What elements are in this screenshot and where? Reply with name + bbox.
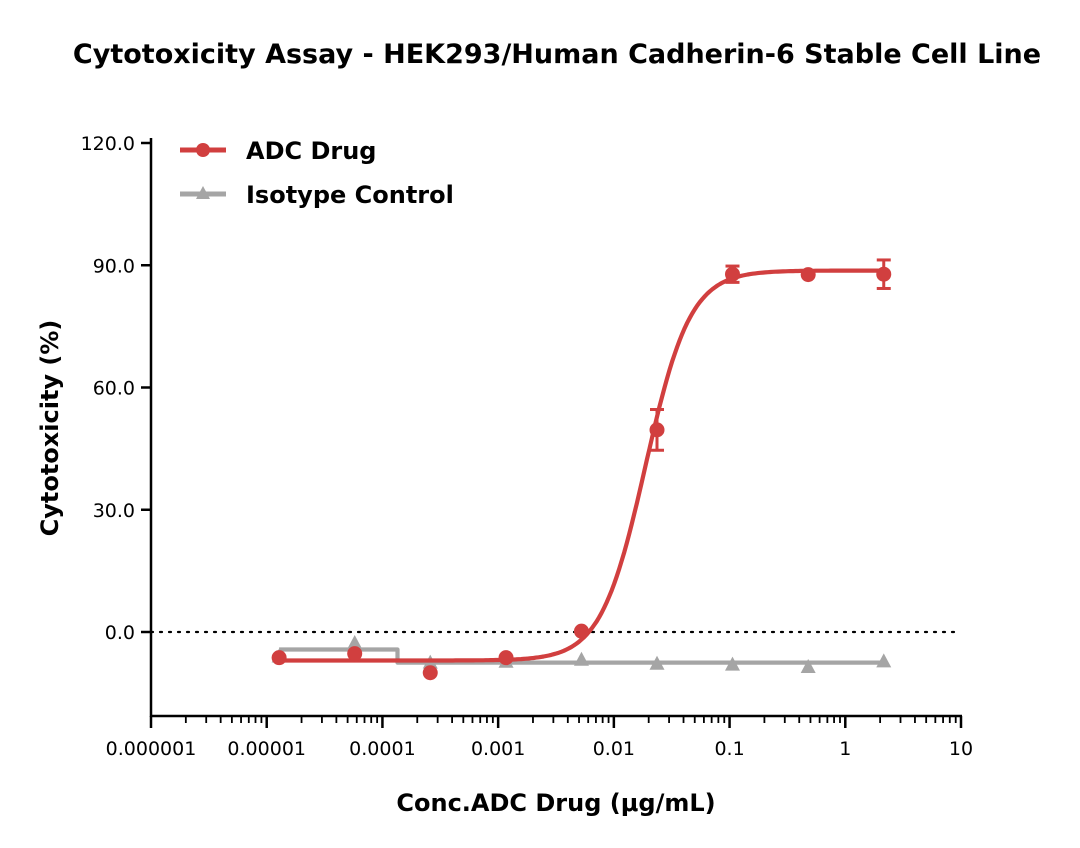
x-axis-title: Conc.ADC Drug (μg/mL): [396, 789, 715, 817]
y-tick-label: 60.0: [93, 378, 135, 400]
x-tick-label: 0.01: [593, 738, 635, 760]
data-point-adc-drug: [271, 650, 287, 666]
data-point-adc-drug: [573, 623, 589, 639]
data-point-adc-drug: [876, 266, 892, 282]
legend: ADC Drug Isotype Control: [180, 137, 454, 209]
y-tick-label: 120.0: [81, 133, 135, 155]
x-tick-label: 0.00001: [227, 738, 306, 760]
legend-label-isotype-control: Isotype Control: [246, 181, 454, 209]
data-point-isotype-control: [649, 655, 665, 670]
data-point-adc-drug: [498, 650, 514, 666]
x-tick-label: 0.001: [471, 738, 525, 760]
x-tick-label: 0.1: [714, 738, 744, 760]
data-point-isotype-control: [724, 656, 740, 671]
fit-curve-adc-drug: [279, 268, 884, 663]
data-point-isotype-control: [347, 635, 363, 650]
legend-label-adc-drug: ADC Drug: [246, 137, 377, 165]
data-point-isotype-control: [876, 653, 892, 668]
data-point-isotype-control: [800, 659, 816, 674]
x-tick-label: 0.0001: [349, 738, 415, 760]
y-axis-title: Cytotoxicity (%): [36, 320, 64, 537]
data-point-adc-drug: [347, 646, 363, 662]
data-point-adc-drug: [724, 266, 740, 282]
data-point-adc-drug: [800, 267, 816, 283]
legend-marker-isotype-control: [196, 186, 210, 199]
x-tick-label: 0.000001: [106, 738, 197, 760]
y-tick-label: 30.0: [93, 500, 135, 522]
x-tick-label: 1: [839, 738, 851, 760]
y-tick-label: 0.0: [105, 622, 135, 644]
data-point-adc-drug: [649, 422, 665, 438]
data-point-adc-drug: [422, 665, 438, 681]
legend-marker-adc-drug: [196, 143, 210, 157]
y-tick-label: 90.0: [93, 255, 135, 277]
x-tick-label: 10: [949, 738, 973, 760]
chart-title: Cytotoxicity Assay - HEK293/Human Cadher…: [73, 39, 1041, 70]
data-point-isotype-control: [573, 651, 589, 666]
fit-curve-isotype-control: [279, 647, 884, 665]
